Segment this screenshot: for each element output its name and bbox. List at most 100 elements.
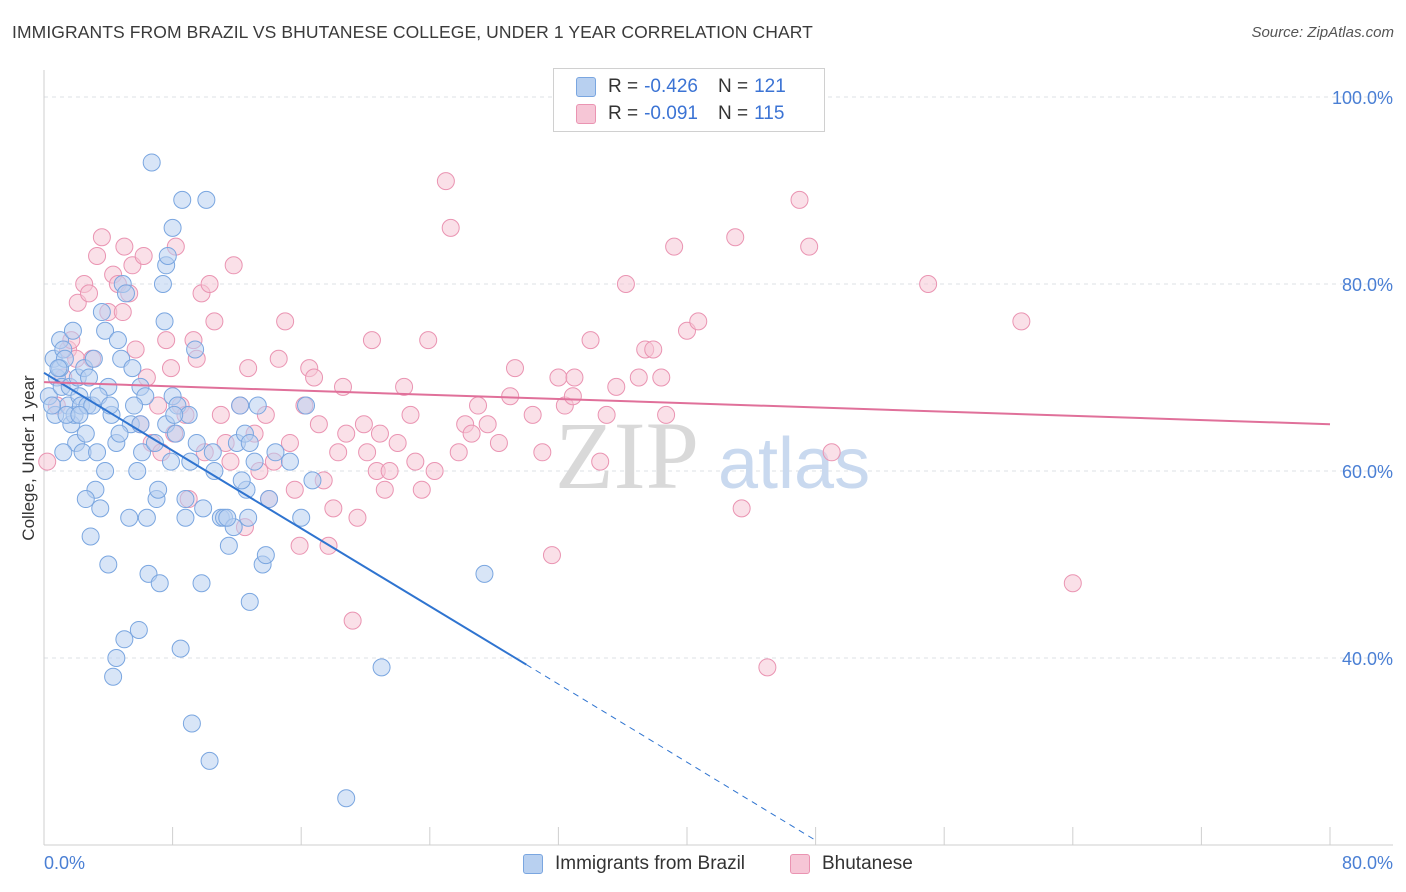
brazil-point (245, 452, 264, 471)
bhutanese-point (388, 433, 407, 452)
axis-labels: 40.0% 60.0% 80.0% 100.0% 0.0% 80.0% College, U… (19, 88, 1393, 873)
brazil-point (219, 536, 238, 555)
bhutanese-point (607, 377, 626, 396)
brazil-point (80, 368, 99, 387)
bhutanese-point (822, 443, 841, 462)
brazil-point (194, 499, 213, 518)
brazil-point (232, 471, 251, 490)
bhutanese-point (689, 312, 708, 331)
bhutanese-point (324, 499, 343, 518)
bhutanese-point (406, 452, 425, 471)
bhutanese-point (726, 228, 745, 247)
brazil-point (337, 789, 356, 808)
bhutanese-point (800, 237, 819, 256)
brazil-point (104, 667, 123, 686)
brazil-point (192, 574, 211, 593)
bhutanese-point (280, 433, 299, 452)
watermark: ZIP atlas (555, 402, 870, 509)
brazil-point (280, 452, 299, 471)
bhutanese-point (205, 312, 224, 331)
brazil-point (197, 190, 216, 209)
bhutanese-point (134, 246, 153, 265)
bhutanese-point (354, 415, 373, 434)
brazil-point (129, 620, 148, 639)
brazil-point (70, 405, 89, 424)
bhutanese-point (38, 452, 57, 471)
bhutanese-point (221, 452, 240, 471)
brazil-point (92, 303, 111, 322)
bhutanese-point (161, 359, 180, 378)
bhutanese-point (113, 303, 132, 322)
bhutanese-point (149, 396, 168, 415)
bhutanese-point (375, 480, 394, 499)
brazil-point (49, 359, 68, 378)
bhutanese-point (652, 368, 671, 387)
brazil-point (100, 396, 119, 415)
bhutanese-point (732, 499, 751, 518)
trend-lines (43, 371, 1331, 841)
bhutanese-point (290, 536, 309, 555)
bhutanese-point (269, 349, 288, 368)
brazil-point (475, 564, 494, 583)
bhutanese-point (343, 611, 362, 630)
brazil-point (260, 490, 279, 509)
brazil-point (203, 443, 222, 462)
bhutanese-point (358, 443, 377, 462)
bhutanese-point (348, 508, 367, 527)
bhutanese-point (665, 237, 684, 256)
brazil-point (248, 396, 267, 415)
brazil-point (155, 312, 174, 331)
y-tick-label: 80.0% (1342, 275, 1393, 295)
brazil-point (176, 490, 195, 509)
brazil-n-value: 121 (754, 76, 786, 97)
brazil-point (240, 592, 259, 611)
bhutanese-point (505, 359, 524, 378)
brazil-point (149, 480, 168, 499)
bhutanese-point (533, 443, 552, 462)
brazil-point (115, 630, 134, 649)
bhutanese-point (305, 368, 324, 387)
brazil-point (76, 424, 95, 443)
bhutanese-point (1063, 574, 1082, 593)
bhutanese-point (441, 218, 460, 237)
bhutanese-point (489, 433, 508, 452)
brazil-point (256, 546, 275, 565)
y-tick-label: 100.0% (1332, 88, 1393, 108)
bhutanese-point (329, 443, 348, 462)
brazil-point (165, 405, 184, 424)
bhutanese-point (115, 237, 134, 256)
x-tick-label: 0.0% (44, 853, 85, 873)
bhutanese-point (126, 340, 145, 359)
bhutanese-point (276, 312, 295, 331)
bhutanese-n-label: N = (717, 103, 749, 124)
bhutanese-r-value: -0.091 (644, 103, 698, 124)
bhutanese-point (380, 462, 399, 480)
brazil-point (76, 490, 95, 509)
bhutanese-point (549, 368, 568, 387)
y-axis-title: College, Under 1 year (19, 375, 38, 541)
brazil-point (158, 246, 177, 265)
bhutanese-point (337, 424, 356, 443)
brazil-n-label: N = (717, 76, 749, 97)
brazil-point (96, 462, 115, 480)
bhutanese-r-label: R = (608, 103, 639, 124)
brazil-point (187, 433, 206, 452)
bhutanese-point (211, 405, 230, 424)
brazil-point (133, 443, 152, 462)
brazil-point (266, 443, 285, 462)
y-tick-label: 40.0% (1342, 649, 1393, 669)
brazil-point (166, 424, 185, 443)
bhutanese-point (449, 443, 468, 462)
bhutanese-point (92, 228, 111, 247)
bottom-legend-bhutanese: Bhutanese (790, 852, 913, 876)
brazil-point (81, 527, 100, 546)
source-label: Source: ZipAtlas.com (1251, 24, 1394, 41)
correlation-legend: R = -0.426 N = 121 R = -0.091 N = 115 (553, 68, 825, 132)
bhutanese-n-value: 115 (754, 103, 785, 124)
brazil-point (186, 340, 205, 359)
bhutanese-point (616, 275, 635, 293)
bhutanese-point (462, 424, 481, 443)
bhutanese-point (157, 331, 176, 350)
bhutanese-point (919, 275, 938, 293)
bhutanese-point (523, 405, 542, 424)
